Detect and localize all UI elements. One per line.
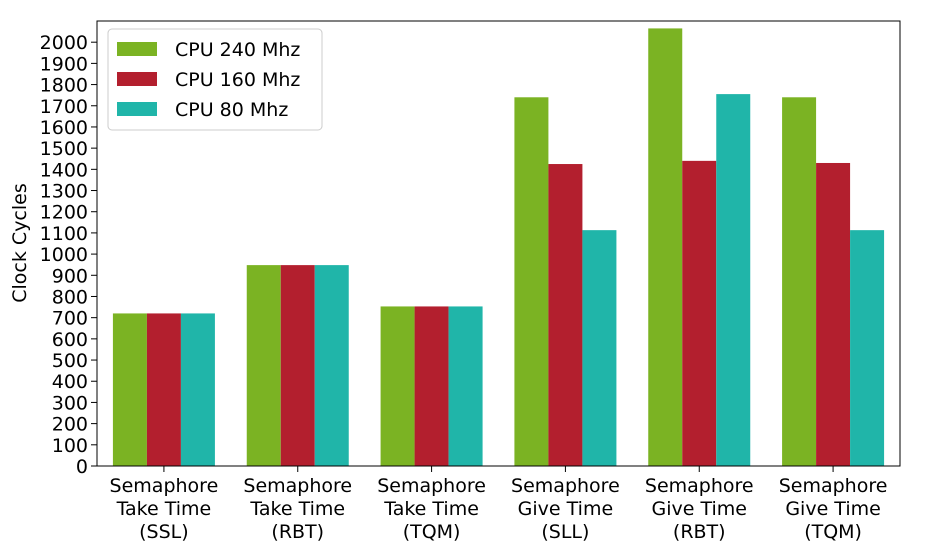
y-tick-label: 700 bbox=[52, 308, 88, 330]
bar bbox=[716, 94, 751, 466]
bar bbox=[850, 230, 885, 466]
bar bbox=[246, 265, 281, 466]
x-tick-label: (TQM) bbox=[804, 521, 862, 543]
y-tick-label: 900 bbox=[52, 265, 88, 287]
bar bbox=[414, 306, 449, 466]
y-tick-label: 1100 bbox=[40, 223, 88, 245]
x-tick-label: (RBT) bbox=[271, 521, 324, 543]
x-tick-label: (SSL) bbox=[139, 521, 189, 543]
bar bbox=[682, 160, 717, 466]
x-tick-label: Semaphore bbox=[377, 475, 486, 497]
legend-swatch bbox=[117, 42, 157, 56]
plot-frame bbox=[96, 20, 901, 467]
bar bbox=[448, 306, 483, 466]
bars-group bbox=[112, 28, 885, 467]
y-tick-label: 1200 bbox=[40, 202, 88, 224]
bar bbox=[648, 28, 683, 467]
x-tick-label: (TQM) bbox=[403, 521, 461, 543]
x-tick-label: Give Time bbox=[785, 498, 880, 520]
y-tick-label: 300 bbox=[52, 392, 88, 414]
legend-label: CPU 240 Mhz bbox=[175, 39, 300, 61]
y-tick-label: 800 bbox=[52, 286, 88, 308]
y-tick-label: 500 bbox=[52, 350, 88, 372]
x-tick-label: Semaphore bbox=[110, 475, 219, 497]
x-tick-label: Semaphore bbox=[243, 475, 352, 497]
y-tick-label: 1900 bbox=[40, 53, 88, 75]
bar bbox=[782, 97, 817, 467]
y-tick-label: 1700 bbox=[40, 96, 88, 118]
x-tick-label: Take Time bbox=[383, 498, 479, 520]
y-tick-label: 400 bbox=[52, 371, 88, 393]
y-tick-label: 200 bbox=[52, 414, 88, 436]
x-tick-label: Take Time bbox=[249, 498, 345, 520]
x-tick-label: (SLL) bbox=[541, 521, 589, 543]
x-tick-label: (RBT) bbox=[673, 521, 726, 543]
y-tick-label: 1500 bbox=[40, 138, 88, 160]
bar bbox=[314, 265, 349, 466]
y-tick-label: 1400 bbox=[40, 159, 88, 181]
bar bbox=[514, 97, 549, 467]
y-tick-label: 1800 bbox=[40, 75, 88, 97]
x-tick-label: Give Time bbox=[518, 498, 613, 520]
bar bbox=[816, 162, 851, 466]
legend: CPU 240 Mhz CPU 160 Mhz CPU 80 Mhz bbox=[107, 28, 323, 131]
y-axis: 0100200300400500600700800900100011001200… bbox=[40, 32, 97, 478]
legend-frame bbox=[107, 28, 323, 131]
legend-label: CPU 160 Mhz bbox=[175, 69, 300, 91]
y-tick-label: 1600 bbox=[40, 117, 88, 139]
bar bbox=[146, 313, 181, 466]
x-tick-label: Take Time bbox=[116, 498, 212, 520]
x-tick-label: Give Time bbox=[652, 498, 747, 520]
bar bbox=[112, 313, 147, 466]
y-tick-label: 600 bbox=[52, 329, 88, 351]
bar bbox=[548, 164, 583, 467]
y-tick-label: 0 bbox=[76, 456, 88, 478]
bar bbox=[280, 265, 315, 466]
legend-swatch bbox=[117, 102, 157, 116]
y-tick-label: 2000 bbox=[40, 32, 88, 54]
bar bbox=[380, 306, 415, 466]
legend-label: CPU 80 Mhz bbox=[175, 99, 288, 121]
y-tick-label: 1300 bbox=[40, 181, 88, 203]
bar bbox=[180, 313, 215, 466]
x-tick-label: Semaphore bbox=[779, 475, 888, 497]
y-axis-title: Clock Cycles bbox=[9, 183, 31, 302]
legend-swatch bbox=[117, 72, 157, 86]
x-tick-label: Semaphore bbox=[645, 475, 754, 497]
bar bbox=[582, 230, 617, 466]
y-tick-label: 1000 bbox=[40, 244, 88, 266]
y-tick-label: 100 bbox=[52, 435, 88, 457]
x-tick-label: Semaphore bbox=[511, 475, 620, 497]
